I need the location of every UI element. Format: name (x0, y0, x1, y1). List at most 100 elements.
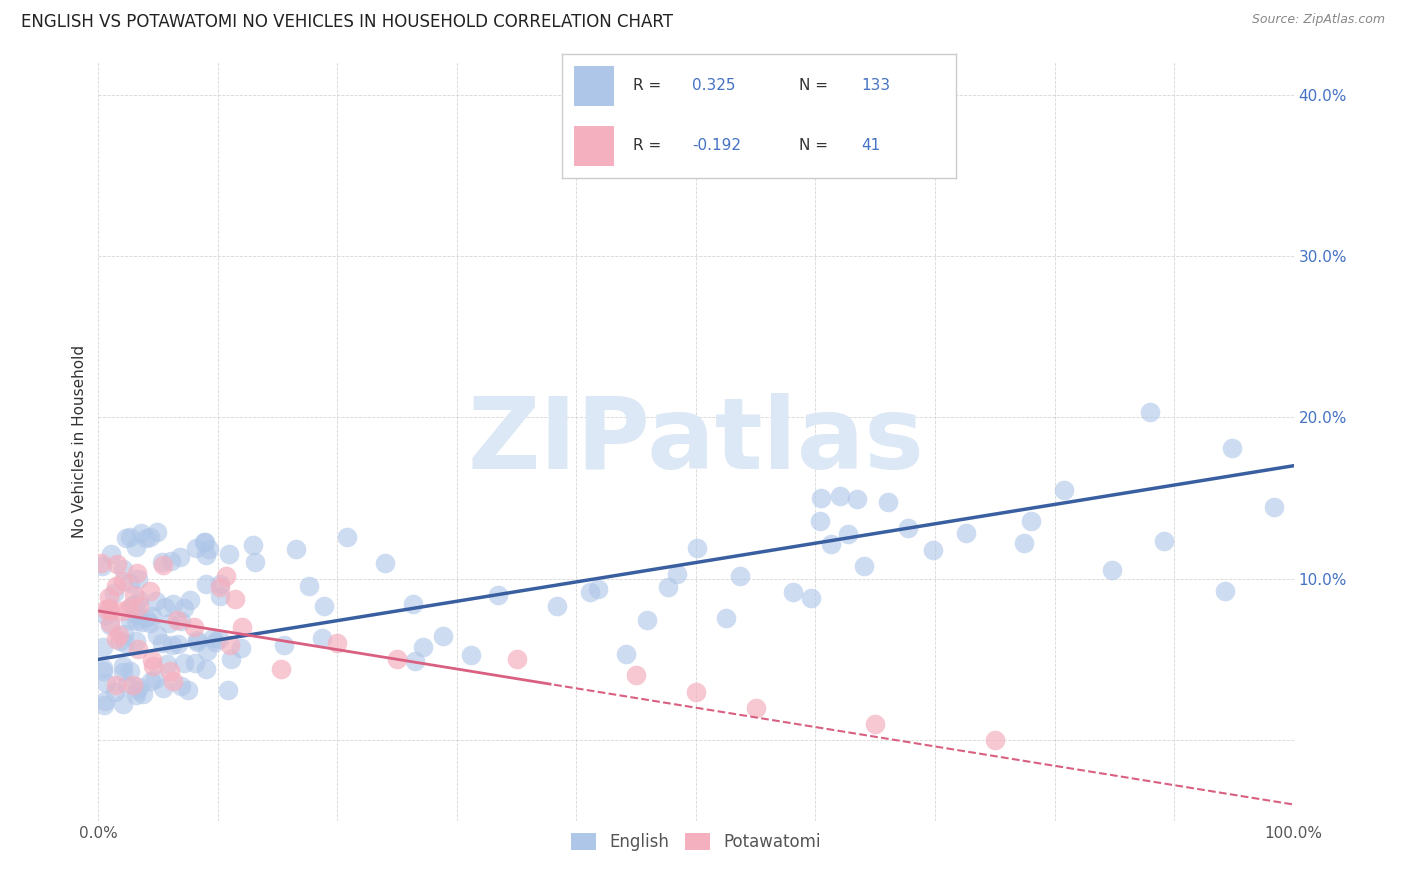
Point (100, 616, 122, 631)
Point (173, 600, 195, 615)
Point (160, 638, 183, 652)
Point (127, 572, 149, 586)
Point (506, 652, 529, 666)
Point (91, 559, 114, 574)
Point (93, 661, 115, 675)
Point (142, 659, 165, 673)
Point (141, 609, 163, 624)
Point (828, 489, 851, 503)
Point (120, 530, 142, 544)
Point (186, 541, 208, 555)
Point (588, 582, 610, 596)
Point (98, 590, 121, 604)
Point (270, 662, 292, 676)
Point (714, 611, 737, 625)
Text: ZIPatlas: ZIPatlas (468, 393, 924, 490)
Point (877, 495, 900, 509)
Point (636, 613, 658, 627)
Point (186, 635, 208, 649)
Point (800, 591, 823, 605)
Point (820, 536, 842, 550)
Point (131, 615, 153, 629)
Point (194, 535, 217, 549)
Point (120, 576, 142, 591)
Point (198, 542, 221, 557)
Point (336, 530, 359, 544)
Point (131, 525, 153, 540)
Point (184, 656, 207, 670)
Point (208, 576, 231, 591)
Point (146, 525, 169, 540)
Point (94, 601, 117, 615)
Point (128, 599, 150, 614)
Y-axis label: No Vehicles in Household: No Vehicles in Household (72, 345, 87, 538)
Point (139, 530, 162, 544)
Point (195, 577, 218, 591)
Point (94, 676, 117, 690)
Point (138, 615, 160, 630)
Point (215, 569, 238, 583)
Point (657, 580, 679, 594)
Point (173, 656, 195, 670)
Point (115, 678, 138, 692)
Point (1220, 441, 1243, 455)
Point (298, 579, 321, 593)
Point (98, 604, 122, 618)
Point (153, 599, 176, 614)
Point (195, 662, 218, 676)
Legend: English, Potawatomi: English, Potawatomi (564, 826, 828, 858)
Point (124, 634, 146, 648)
Point (984, 733, 1007, 747)
Point (141, 653, 163, 667)
Point (121, 678, 143, 692)
Point (111, 604, 134, 618)
Point (166, 613, 188, 627)
Point (118, 613, 141, 627)
Point (243, 555, 266, 569)
Point (284, 541, 307, 556)
Point (111, 697, 134, 711)
Point (837, 527, 859, 541)
Point (242, 538, 264, 552)
Point (402, 598, 425, 612)
Point (311, 631, 333, 645)
Point (127, 566, 149, 580)
Point (162, 597, 184, 611)
Point (921, 543, 943, 558)
Point (125, 688, 148, 702)
Text: Source: ZipAtlas.com: Source: ZipAtlas.com (1251, 13, 1385, 27)
Point (314, 599, 336, 613)
Text: R =: R = (633, 138, 666, 153)
Point (127, 641, 149, 656)
Point (186, 633, 208, 648)
Point (97, 601, 120, 615)
Point (103, 586, 125, 600)
Point (404, 654, 426, 668)
Point (845, 491, 868, 506)
Point (118, 600, 141, 615)
Point (193, 534, 215, 549)
Point (546, 599, 568, 613)
Point (273, 638, 295, 652)
Point (853, 558, 876, 573)
Point (730, 569, 752, 583)
Point (955, 525, 977, 540)
Point (666, 566, 689, 581)
Point (1012, 536, 1035, 550)
Point (128, 680, 150, 694)
Point (412, 640, 434, 654)
Point (100, 548, 122, 562)
Point (208, 589, 231, 603)
Point (112, 561, 135, 575)
Point (150, 635, 173, 649)
Point (157, 616, 180, 631)
Point (1019, 514, 1042, 528)
Point (90, 556, 112, 570)
Point (578, 585, 600, 599)
Point (169, 550, 191, 565)
Point (195, 644, 218, 658)
Point (460, 648, 482, 662)
Point (105, 632, 128, 647)
Point (145, 593, 167, 607)
Point (94, 608, 117, 623)
